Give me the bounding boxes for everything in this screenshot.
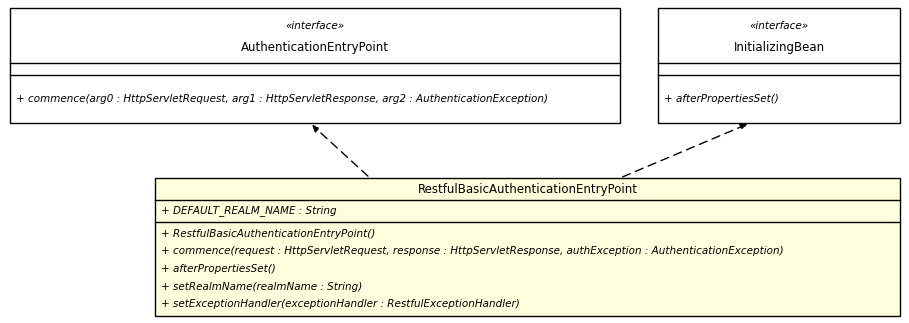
Text: + afterPropertiesSet(): + afterPropertiesSet() [161,264,275,274]
Text: AuthenticationEntryPoint: AuthenticationEntryPoint [241,41,389,54]
Text: InitializingBean: InitializingBean [734,41,824,54]
Text: «interface»: «interface» [285,21,345,31]
Bar [155,178,900,316]
Text: + setExceptionHandler(exceptionHandler : RestfulExceptionHandler): + setExceptionHandler(exceptionHandler :… [161,299,520,309]
Bar [10,8,620,123]
Text: + setRealmName(realmName : String): + setRealmName(realmName : String) [161,282,363,292]
Text: «interface»: «interface» [749,21,809,31]
Text: + commence(request : HttpServletRequest, response : HttpServletResponse, authExc: + commence(request : HttpServletRequest,… [161,246,784,256]
Text: + afterPropertiesSet(): + afterPropertiesSet() [664,94,779,104]
Bar [658,8,900,123]
Text: + DEFAULT_REALM_NAME : String: + DEFAULT_REALM_NAME : String [161,205,336,216]
Text: + commence(arg0 : HttpServletRequest, arg1 : HttpServletResponse, arg2 : Authent: + commence(arg0 : HttpServletRequest, ar… [16,94,548,104]
Text: + RestfulBasicAuthenticationEntryPoint(): + RestfulBasicAuthenticationEntryPoint() [161,229,375,238]
Text: RestfulBasicAuthenticationEntryPoint: RestfulBasicAuthenticationEntryPoint [417,182,637,195]
